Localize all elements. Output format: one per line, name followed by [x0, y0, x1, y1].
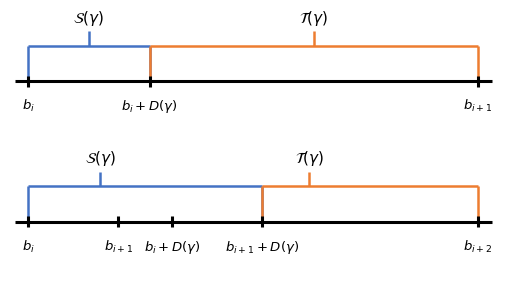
Text: $b_{i+1}$: $b_{i+1}$	[463, 98, 493, 114]
Text: $b_i + D(\gamma)$: $b_i + D(\gamma)$	[144, 239, 201, 256]
Text: $\mathcal{T}(\gamma)$: $\mathcal{T}(\gamma)$	[295, 149, 324, 168]
Text: $\mathcal{T}(\gamma)$: $\mathcal{T}(\gamma)$	[300, 9, 329, 28]
Text: $\mathcal{S}(\gamma)$: $\mathcal{S}(\gamma)$	[73, 9, 105, 28]
Text: $b_{i+1} + D(\gamma)$: $b_{i+1} + D(\gamma)$	[225, 239, 300, 256]
Text: $b_i + D(\gamma)$: $b_i + D(\gamma)$	[121, 98, 178, 115]
Text: $\mathcal{S}(\gamma)$: $\mathcal{S}(\gamma)$	[85, 149, 116, 168]
Text: $b_{i+1}$: $b_{i+1}$	[103, 239, 133, 255]
Text: $b_i$: $b_i$	[22, 98, 35, 114]
Text: $b_{i+2}$: $b_{i+2}$	[463, 239, 493, 255]
Text: $b_i$: $b_i$	[22, 239, 35, 255]
